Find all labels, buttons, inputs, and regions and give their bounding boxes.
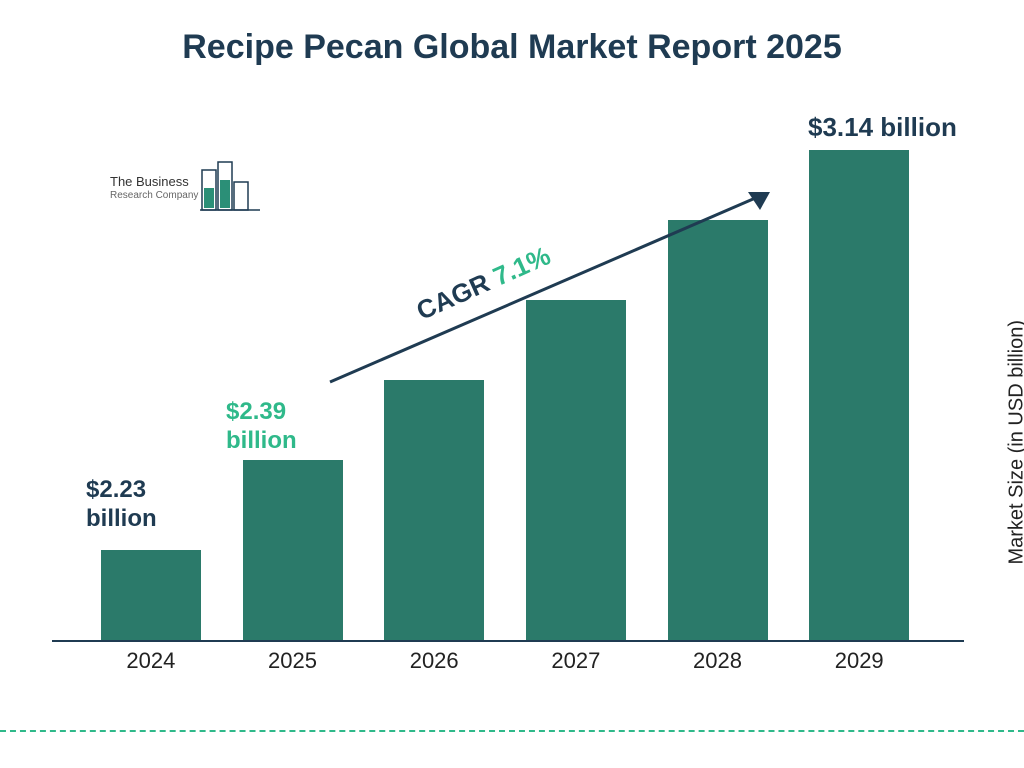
- x-label-2027: 2027: [505, 648, 647, 674]
- x-label-2025: 2025: [222, 648, 364, 674]
- bar-2024: [101, 550, 201, 640]
- bar-2028-wrap: [647, 140, 789, 640]
- chart-area: [80, 140, 930, 640]
- bar-2029: [809, 150, 909, 640]
- callout-2024: $2.23 billion: [86, 476, 157, 534]
- bar-2025: [243, 460, 343, 640]
- callout-2029: $3.14 billion: [808, 112, 957, 143]
- bar-2027: [526, 300, 626, 640]
- callout-2024-value: $2.23: [86, 476, 157, 505]
- callout-2024-unit: billion: [86, 505, 157, 534]
- bar-2026: [384, 380, 484, 640]
- bar-2028: [668, 220, 768, 640]
- x-label-2026: 2026: [363, 648, 505, 674]
- bars-container: [80, 140, 930, 640]
- callout-2025-unit: billion: [226, 427, 297, 456]
- x-label-2028: 2028: [647, 648, 789, 674]
- bottom-dashed-divider: [0, 730, 1024, 732]
- x-axis-line: [52, 640, 964, 642]
- bar-2024-wrap: [80, 140, 222, 640]
- x-label-2024: 2024: [80, 648, 222, 674]
- callout-2025: $2.39 billion: [226, 398, 297, 456]
- chart-title: Recipe Pecan Global Market Report 2025: [0, 28, 1024, 67]
- bar-2026-wrap: [363, 140, 505, 640]
- bar-2029-wrap: [788, 140, 930, 640]
- x-label-2029: 2029: [788, 648, 930, 674]
- bar-2027-wrap: [505, 140, 647, 640]
- callout-2025-value: $2.39: [226, 398, 297, 427]
- x-axis-labels: 2024 2025 2026 2027 2028 2029: [80, 648, 930, 674]
- y-axis-label: Market Size (in USD billion): [1006, 320, 1024, 565]
- bar-2025-wrap: [222, 140, 364, 640]
